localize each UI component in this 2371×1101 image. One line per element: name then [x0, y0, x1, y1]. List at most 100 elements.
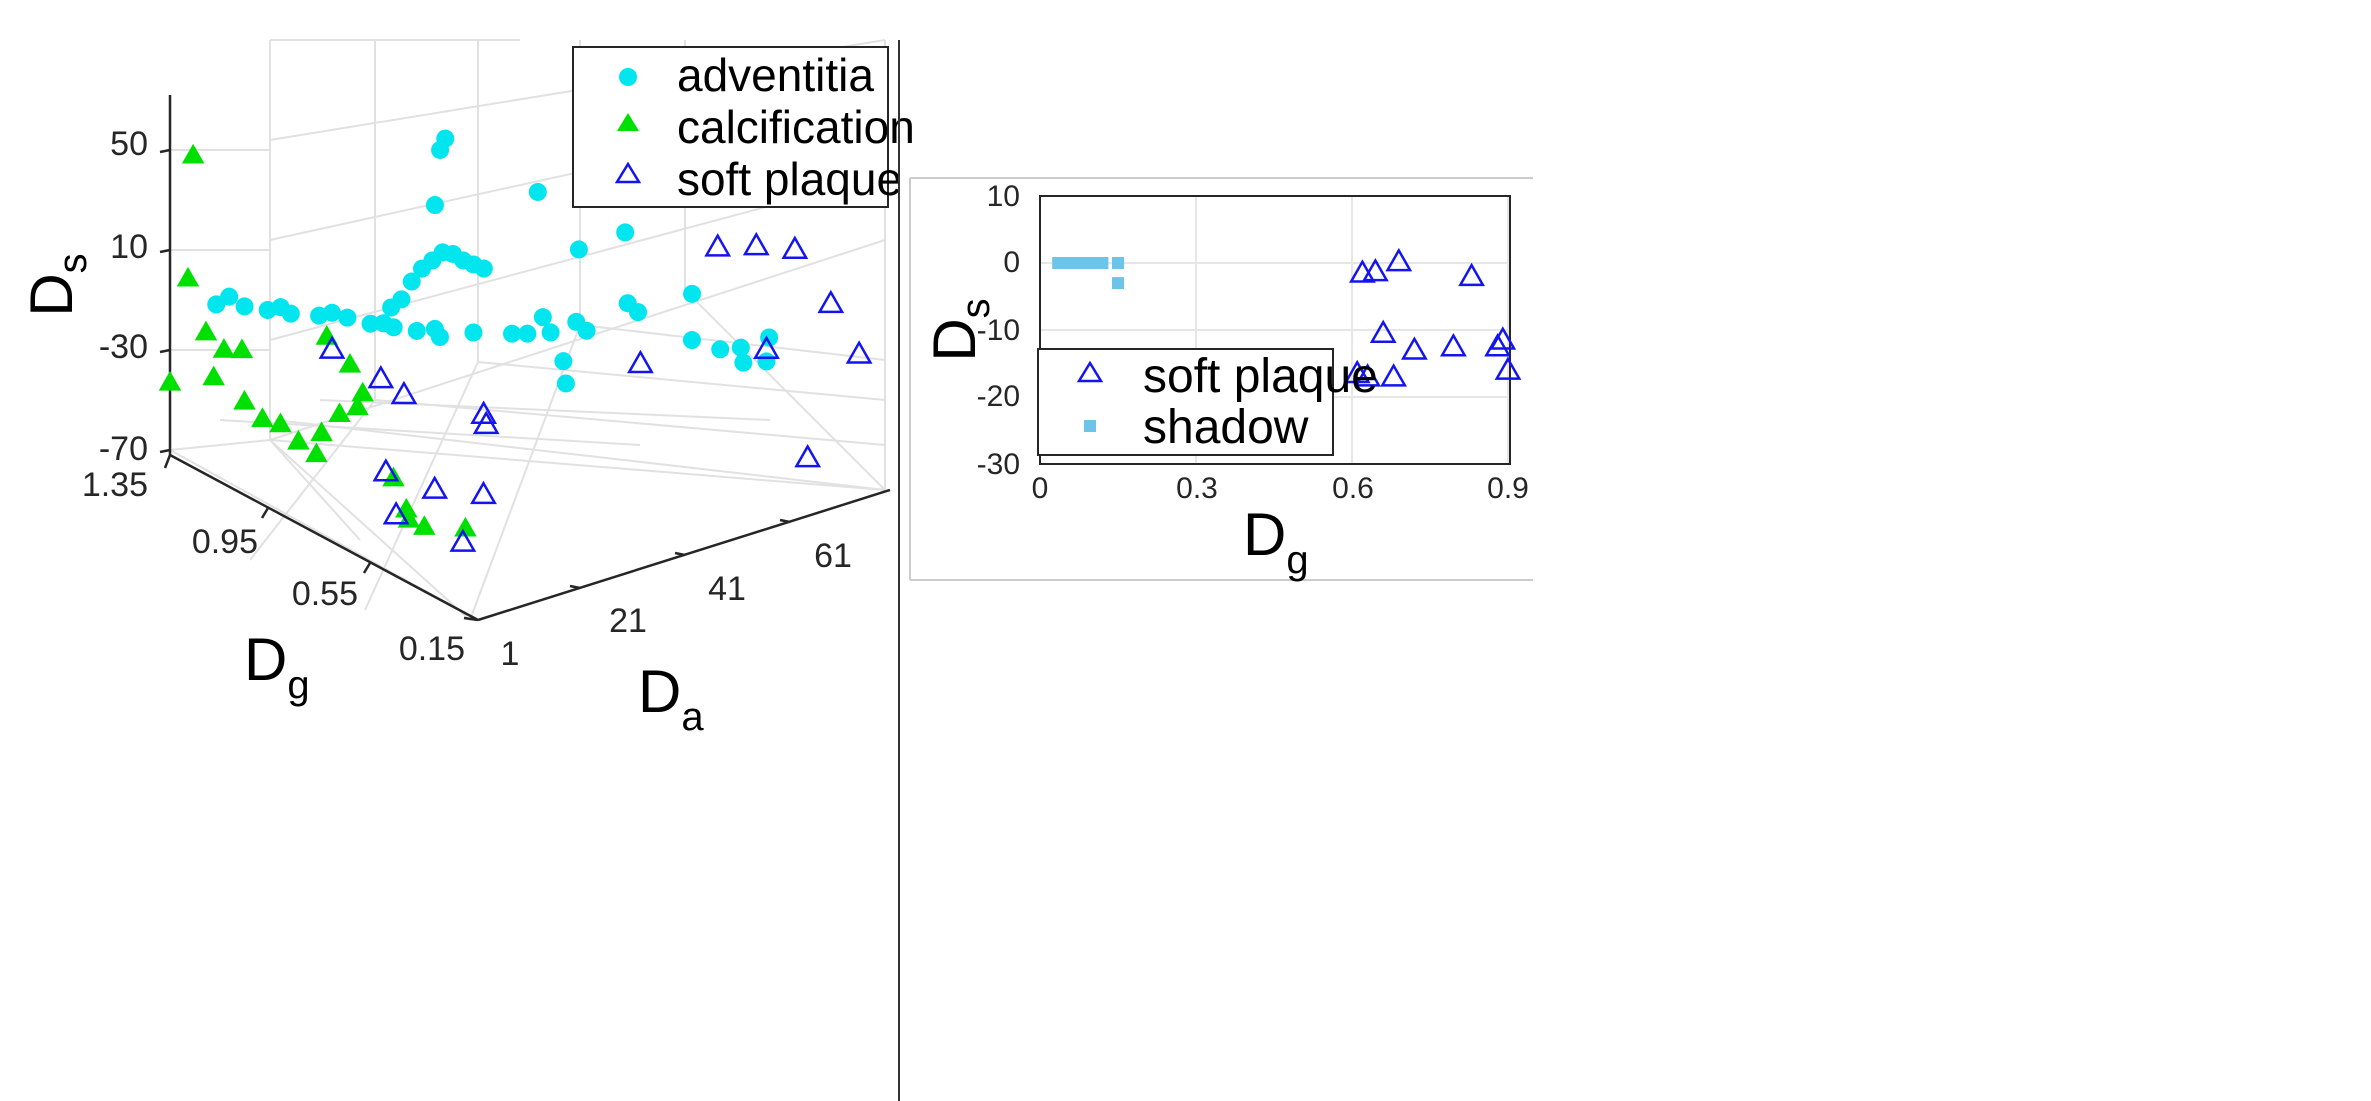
data-point-adventitia — [425, 319, 444, 338]
y-tick-label: -20 — [977, 380, 1020, 413]
data-point-adventitia — [235, 297, 254, 316]
data-point-adventitia — [554, 352, 573, 371]
data-point-soft-plaque — [794, 443, 822, 468]
scatter-3d-chart: 50 10 -30 -70 1.35 0.95 0.55 0.15 1 21 4… — [18, 39, 915, 739]
legend-label: soft plaque — [1143, 350, 1378, 403]
data-point-calcification — [413, 515, 436, 535]
x-tick-labels: 1 21 41 61 — [501, 537, 852, 673]
data-point-calcification — [251, 407, 274, 427]
data-point-calcification — [212, 338, 236, 358]
data-point-adventitia — [731, 338, 750, 357]
data-point-calcification — [202, 365, 225, 386]
data-point-adventitia — [518, 324, 537, 343]
data-point-adventitia — [374, 314, 393, 333]
x-tick-label: 0 — [1032, 472, 1049, 505]
x-tick-label: 1 — [501, 635, 520, 673]
data-point-soft-plaque — [845, 340, 873, 364]
data-point-soft-plaque — [1489, 326, 1517, 350]
data-point-adventitia — [616, 223, 635, 242]
data-point-soft-plaque — [449, 528, 477, 552]
legend-marker-shadow — [1084, 420, 1096, 432]
data-point-calcification — [338, 352, 362, 373]
z-axis-label: Ds — [18, 253, 95, 316]
data-point-adventitia — [503, 324, 522, 343]
y-tick-labels-2d: 10 0 -10 -20 -30 — [977, 180, 1020, 481]
svg-text:Ds: Ds — [18, 253, 95, 316]
data-point-adventitia — [402, 272, 421, 291]
data-point-adventitia — [556, 374, 575, 393]
data-point-soft-plaque — [372, 458, 400, 482]
z-tick-label: 10 — [110, 228, 148, 266]
data-point-adventitia — [683, 284, 702, 303]
data-point-calcification — [287, 429, 310, 450]
data-point-adventitia — [323, 303, 342, 322]
data-point-soft-plaque — [1458, 262, 1486, 287]
y-tick-label: 1.35 — [82, 466, 148, 504]
data-point-adventitia — [474, 259, 493, 278]
data-point-adventitia — [464, 323, 483, 342]
x-axis-label-2d: Dg — [1243, 501, 1309, 582]
data-point-soft-plaque — [470, 480, 497, 505]
y-tick-label: 0.55 — [292, 575, 358, 613]
data-point-adventitia — [271, 298, 290, 317]
y-tick-label: -10 — [977, 314, 1020, 347]
data-point-soft-plaque — [1439, 332, 1467, 357]
data-point-calcification — [269, 412, 292, 433]
z-tick-labels: 50 10 -30 -70 — [99, 125, 148, 468]
legend-marker-calcification — [617, 113, 639, 131]
legend-box — [1037, 348, 1334, 456]
data-point-adventitia — [734, 353, 753, 372]
data-point-soft-plaque — [390, 380, 418, 405]
x-tick-label: 0.3 — [1176, 472, 1218, 505]
data-point-soft-plaque — [742, 231, 770, 256]
data-point-adventitia — [436, 129, 455, 148]
svg-text:Ds: Ds — [921, 298, 998, 361]
data-point-calcification — [346, 395, 369, 416]
data-point-adventitia — [407, 321, 426, 340]
data-point-soft-plaque — [627, 349, 654, 374]
data-point-adventitia — [382, 298, 401, 317]
legend-label: calcification — [677, 101, 915, 153]
z-tick-label: -70 — [99, 430, 148, 468]
legend-3d: adventitia calcification soft plaque — [572, 46, 915, 208]
data-point-adventitia — [220, 287, 239, 306]
data-point-calcification — [233, 389, 256, 410]
data-point-soft-plaque — [367, 364, 395, 389]
scatter-2d-chart: 10 0 -10 -20 -30 0 0.3 0.6 0.9 Dg Ds sof… — [909, 177, 1533, 582]
y-axis-label: Dg — [244, 626, 310, 707]
data-point-calcification — [194, 320, 218, 341]
data-point-adventitia — [682, 331, 701, 350]
data-point-calcification — [181, 143, 205, 164]
y-axis-label-2d: Ds — [921, 298, 998, 361]
x-tick-label: 0.6 — [1332, 472, 1374, 505]
data-point-shadow — [1112, 257, 1124, 269]
data-point-soft-plaque — [1361, 257, 1389, 282]
y-tick-label: 0.15 — [399, 630, 465, 668]
data-point-adventitia — [533, 308, 552, 327]
data-point-calcification — [328, 402, 351, 423]
data-point-calcification — [158, 370, 182, 391]
data-point-adventitia — [757, 352, 776, 371]
data-point-adventitia — [541, 323, 560, 342]
data-points-2d — [1052, 247, 1522, 387]
y-axis-line — [169, 453, 479, 622]
data-point-calcification — [454, 516, 477, 537]
z-tick-label: -30 — [99, 328, 148, 366]
y-tick-label: -30 — [977, 448, 1020, 481]
data-point-soft-plaque — [382, 500, 410, 525]
data-point-shadow — [1096, 257, 1109, 269]
data-point-adventitia — [569, 240, 588, 259]
data-point-soft-plaque — [1494, 356, 1522, 380]
legend-2d: soft plaque shadow — [1037, 348, 1378, 456]
legend-label: adventitia — [677, 49, 874, 101]
y-tick-label: 0.95 — [192, 523, 258, 561]
data-point-adventitia — [425, 196, 444, 215]
data-point-soft-plaque — [1354, 363, 1382, 387]
x-tick-labels-2d: 0 0.3 0.6 0.9 — [1032, 472, 1529, 505]
z-tick-label: 50 — [110, 125, 148, 163]
data-point-calcification — [382, 466, 405, 487]
legend-marker-adventitia — [619, 68, 637, 86]
data-point-adventitia — [361, 314, 380, 333]
data-point-adventitia — [628, 303, 647, 322]
